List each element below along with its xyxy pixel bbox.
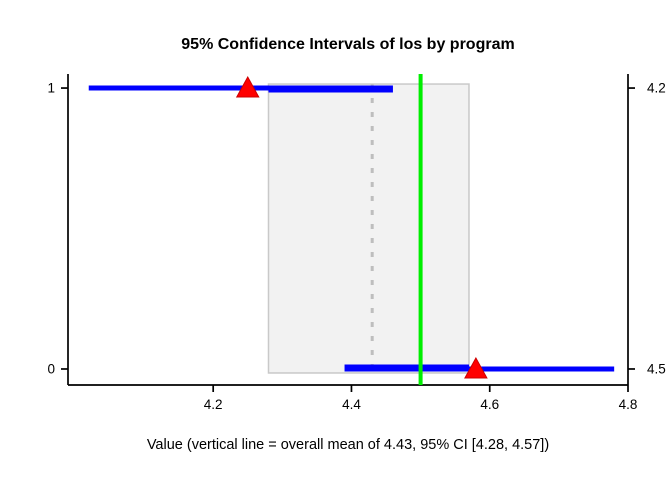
x-axis-caption: Value (vertical line = overall mean of 4… bbox=[146, 437, 550, 453]
chart-title: 95% Confidence Intervals of los by progr… bbox=[181, 36, 515, 53]
x-axis-tick-label: 4.4 bbox=[342, 397, 361, 412]
x-axis-tick-label: 4.2 bbox=[204, 397, 223, 412]
y-axis-tick-label: 1 bbox=[47, 81, 55, 96]
right-axis-tick-label: 4.5 bbox=[647, 361, 666, 376]
y-axis-tick-label: 0 bbox=[47, 361, 55, 376]
group-mean-triangle-marker bbox=[235, 76, 260, 98]
group-mean-triangle-marker bbox=[464, 356, 488, 379]
right-axis-tick-label: 4.2 bbox=[647, 81, 666, 96]
overall-ci-region bbox=[267, 83, 470, 374]
x-axis-tick-label: 4.6 bbox=[480, 397, 499, 412]
x-axis-tick-label: 4.8 bbox=[619, 397, 638, 412]
